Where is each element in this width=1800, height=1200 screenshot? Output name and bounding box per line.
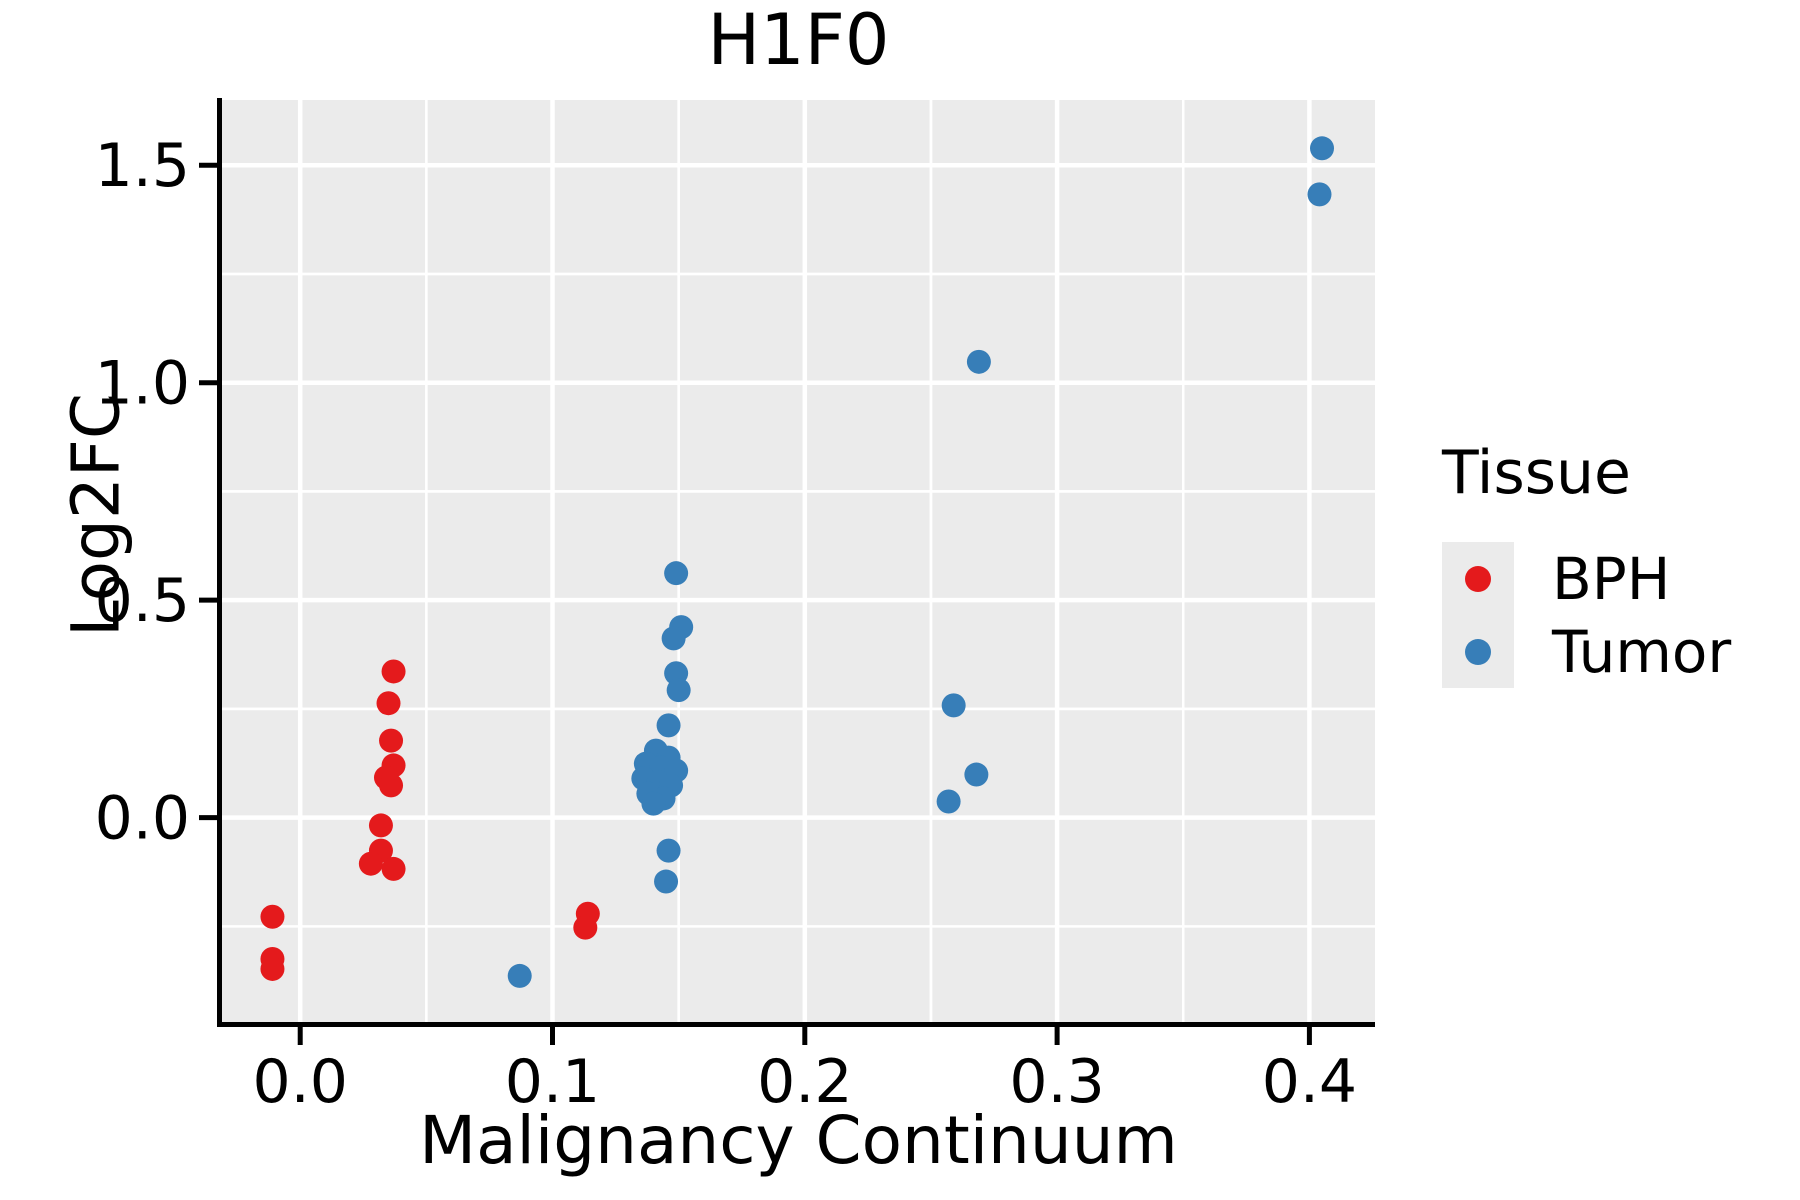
data-point-tumor: [507, 963, 532, 988]
data-point-bph: [260, 956, 285, 981]
x-tick-label: 0.3: [1009, 1047, 1104, 1117]
data-point-bph: [376, 691, 401, 716]
data-point-tumor: [1307, 182, 1332, 207]
y-tick-label: 1.5: [95, 131, 190, 201]
legend-title: Tissue: [1442, 438, 1631, 508]
x-tick-label: 0.0: [253, 1047, 348, 1117]
data-point-bph: [358, 851, 383, 876]
data-point-tumor: [661, 626, 686, 651]
data-point-tumor: [656, 713, 681, 738]
data-point-bph: [381, 856, 406, 881]
plot-panel: [222, 100, 1375, 1022]
data-point-tumor: [656, 838, 681, 863]
data-point-tumor: [941, 693, 966, 718]
data-point-tumor: [654, 869, 679, 894]
x-tick-label: 0.2: [757, 1047, 852, 1117]
tumor-dot-icon: [1465, 638, 1491, 665]
legend-label-tumor: Tumor: [1552, 617, 1732, 686]
x-axis-label: Malignancy Continuum: [419, 1102, 1178, 1179]
data-point-tumor: [936, 789, 961, 814]
y-tick-label: 1.0: [95, 349, 190, 419]
chart-title: H1F0: [707, 0, 890, 81]
y-axis-label: Log2FC: [57, 393, 135, 637]
data-point-tumor: [964, 762, 989, 787]
data-point-bph: [379, 773, 404, 798]
legend: Tissue BPH Tumor: [1442, 438, 1731, 688]
data-point-tumor: [1310, 136, 1335, 161]
y-tick-label: 0.0: [95, 784, 190, 854]
x-tick-label: 0.1: [505, 1047, 600, 1117]
data-point-tumor: [641, 791, 666, 816]
data-point-tumor: [666, 678, 691, 703]
legend-entry-bph: BPH: [1442, 542, 1731, 615]
bph-dot-icon: [1465, 565, 1491, 592]
data-point-bph: [381, 659, 406, 684]
data-point-bph: [573, 915, 598, 940]
data-point-bph: [260, 904, 285, 929]
x-tick-label: 0.4: [1262, 1047, 1357, 1117]
data-point-bph: [368, 813, 393, 838]
data-point-tumor: [966, 349, 991, 374]
data-point-bph: [379, 728, 404, 753]
data-point-tumor: [664, 561, 689, 586]
legend-key-box: [1442, 542, 1514, 615]
y-tick-label: 0.5: [95, 566, 190, 636]
legend-label-bph: BPH: [1552, 544, 1671, 613]
legend-key-box: [1442, 615, 1514, 688]
legend-entry-tumor: Tumor: [1442, 615, 1731, 688]
